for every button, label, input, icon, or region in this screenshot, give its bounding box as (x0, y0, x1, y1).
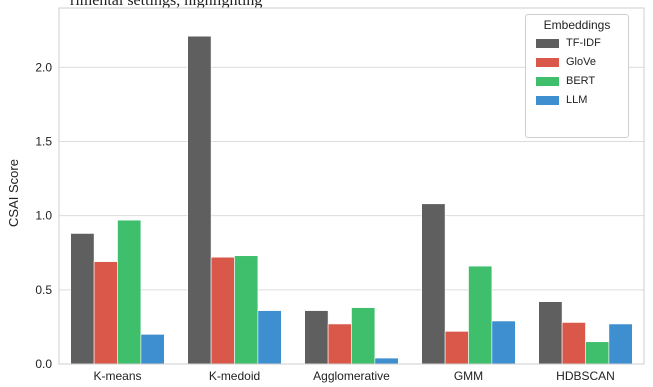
y-tick-label: 0.5 (35, 283, 52, 297)
bar-glove-k-means (93, 261, 118, 365)
x-tick-label: GMM (454, 369, 483, 383)
plot-frame (58, 7, 645, 365)
bar-llm-agglomerative (374, 357, 399, 365)
bar-tfidf-agglomerative (304, 310, 329, 365)
axes: 0.0 0.5 1.0 1.5 2.0 K-means K-medoid Agglomerat… (35, 7, 645, 383)
bar-llm-k-means (140, 334, 165, 365)
bar-glove-hdbscan (561, 322, 586, 365)
bar-tfidf-gmm (421, 203, 446, 365)
legend-swatch (536, 95, 559, 105)
bar-tfidf-hdbscan (538, 301, 563, 365)
legend-item-tfidf: TF-IDF (536, 36, 601, 50)
legend-swatch (536, 38, 559, 48)
legend-label: TF-IDF (566, 37, 601, 49)
y-axis-label: CSAI Score (6, 159, 21, 227)
legend-swatch (536, 57, 559, 67)
bar-tfidf-k-medoid (187, 35, 212, 365)
bar-bert-gmm (468, 265, 493, 365)
bar-bert-k-means (117, 219, 142, 365)
legend-label: BERT (566, 75, 596, 87)
y-tick-label: 1.0 (35, 209, 52, 223)
y-tick-label: 1.5 (35, 135, 52, 149)
x-tick-label: HDBSCAN (556, 369, 615, 383)
bar-bert-hdbscan (585, 341, 610, 365)
legend: Embeddings TF-IDF GloVe BERT LLM (525, 14, 629, 138)
x-tick-label: K-means (93, 369, 141, 383)
legend-item-glove: GloVe (536, 55, 596, 69)
legend-item-bert: BERT (536, 74, 595, 88)
y-tick-label: 0.0 (35, 357, 52, 371)
bar-glove-k-medoid (210, 256, 235, 365)
legend-label: GloVe (566, 56, 596, 68)
bar-tfidf-k-means (70, 233, 95, 365)
x-tick-label: Agglomerative (313, 369, 390, 383)
legend-title: Embeddings (543, 18, 611, 32)
legend-item-llm: LLM (536, 93, 587, 107)
y-tick-label: 2.0 (35, 60, 52, 74)
bar-llm-hdbscan (608, 323, 633, 365)
top-caption-fragment: rimental settings, highlighting (70, 0, 263, 9)
bar-glove-gmm (444, 331, 469, 365)
bar-glove-agglomerative (327, 323, 352, 365)
x-tick-label: K-medoid (209, 369, 260, 383)
bar-bert-agglomerative (351, 307, 376, 365)
bar-llm-gmm (491, 320, 516, 365)
legend-label: LLM (566, 94, 588, 106)
bars (70, 35, 633, 365)
legend-swatch (536, 76, 559, 86)
bar-bert-k-medoid (234, 255, 259, 365)
bar-llm-k-medoid (257, 310, 282, 365)
